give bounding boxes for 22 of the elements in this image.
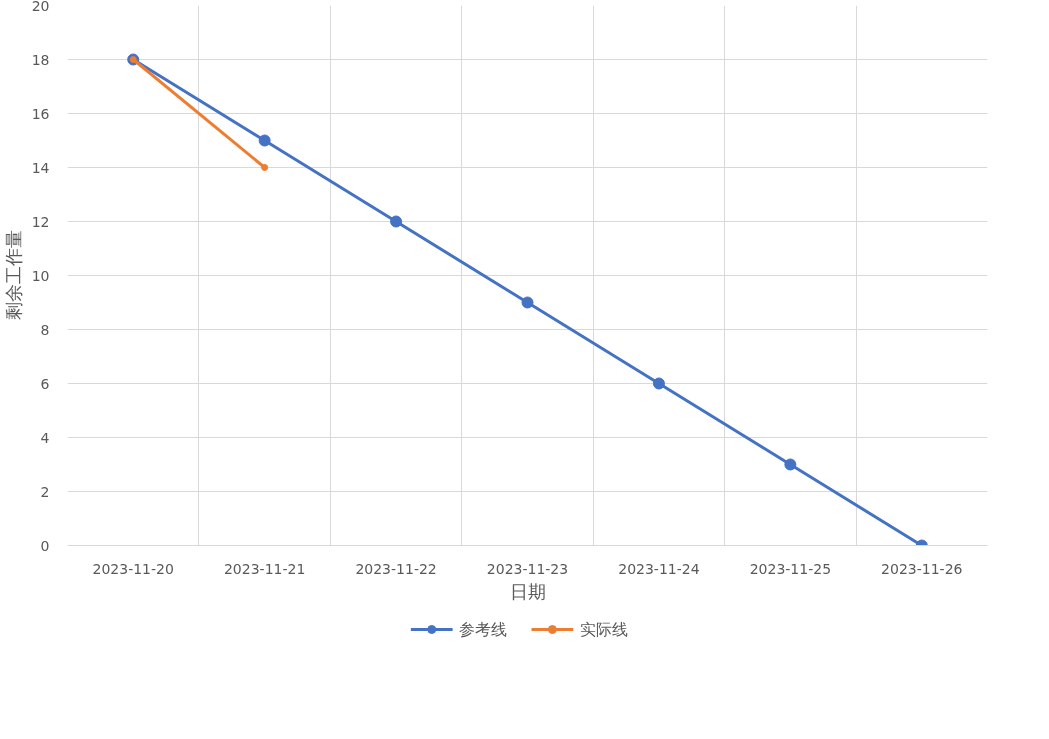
y-tick-label: 12 (31, 213, 50, 230)
legend-label: 参考线 (459, 620, 508, 639)
x-tick-label: 2023-11-26 (881, 560, 963, 577)
x-tick-label: 2023-11-24 (618, 560, 700, 577)
y-tick-label: 6 (40, 375, 50, 392)
y-tick-label: 8 (40, 321, 50, 338)
y-tick-label: 4 (40, 429, 50, 446)
x-tick-label: 2023-11-21 (223, 560, 306, 577)
y-axis-title: 剩余工作量 (3, 230, 24, 321)
y-tick-label: 14 (31, 159, 50, 176)
y-tick-label: 20 (31, 0, 50, 14)
x-tick-label: 2023-11-25 (749, 560, 832, 577)
x-tick-label: 2023-11-22 (355, 560, 437, 577)
y-tick-label: 16 (31, 105, 50, 122)
y-tick-label: 10 (31, 267, 50, 284)
y-tick-label: 0 (40, 537, 50, 554)
x-tick-label: 2023-11-20 (92, 560, 174, 577)
x-axis-title: 日期 (509, 581, 546, 602)
y-tick-label: 18 (31, 51, 50, 68)
legend-label: 实际线 (579, 620, 628, 639)
x-tick-label: 2023-11-23 (486, 560, 569, 577)
y-tick-label: 2 (40, 483, 50, 500)
